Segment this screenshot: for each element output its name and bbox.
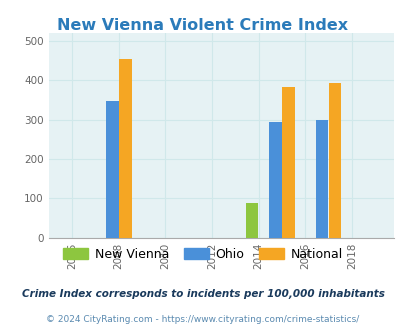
Bar: [328, 82, 341, 238]
Bar: [105, 101, 118, 238]
Bar: [119, 59, 131, 238]
Text: New Vienna Violent Crime Index: New Vienna Violent Crime Index: [57, 18, 348, 33]
Bar: [268, 121, 281, 238]
Text: © 2024 CityRating.com - https://www.cityrating.com/crime-statistics/: © 2024 CityRating.com - https://www.city…: [46, 315, 359, 324]
Text: Crime Index corresponds to incidents per 100,000 inhabitants: Crime Index corresponds to incidents per…: [21, 289, 384, 299]
Bar: [281, 87, 294, 238]
Bar: [315, 120, 328, 238]
Legend: New Vienna, Ohio, National: New Vienna, Ohio, National: [58, 243, 347, 266]
Bar: [245, 203, 258, 238]
